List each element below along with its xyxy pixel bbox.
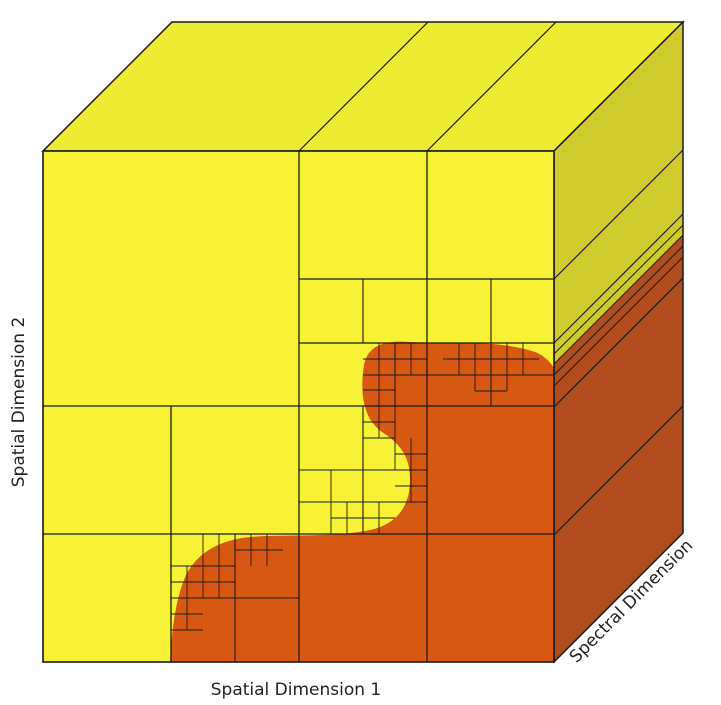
x-axis-label: Spatial Dimension 1 — [211, 680, 382, 700]
cube-side-face — [553, 20, 684, 664]
region-b-fill — [170, 341, 554, 662]
quadtree-grid — [42, 150, 555, 663]
y-axis-label: Spatial Dimension 2 — [9, 317, 29, 488]
